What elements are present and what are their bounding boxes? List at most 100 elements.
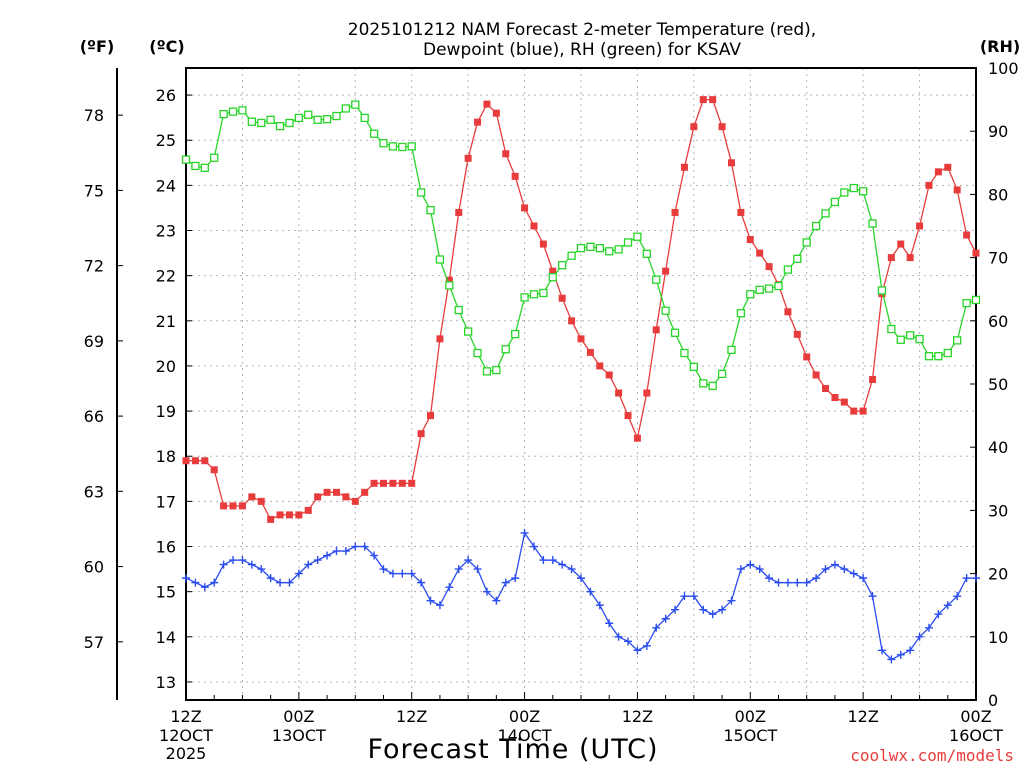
data-point [332, 547, 341, 556]
data-point [869, 375, 877, 383]
series-layer [181, 96, 981, 664]
data-point [943, 348, 952, 358]
fahrenheit-tick-label: 57 [84, 633, 104, 652]
data-point [811, 221, 821, 231]
data-point [643, 389, 651, 397]
plot-frame [185, 67, 977, 701]
data-point [830, 560, 839, 569]
data-point [323, 551, 332, 560]
celsius-tick-label: 25 [156, 131, 176, 150]
data-point [680, 592, 689, 601]
data-point [492, 109, 500, 117]
rh-tick-label: 0 [988, 691, 998, 710]
data-point [247, 560, 256, 569]
data-point [737, 208, 745, 216]
data-point [407, 569, 416, 578]
data-point [765, 574, 774, 583]
data-point [746, 290, 755, 299]
data-point [783, 265, 793, 274]
data-point [577, 335, 585, 343]
data-point [219, 109, 228, 119]
data-point [370, 479, 378, 487]
data-point [963, 231, 971, 239]
data-point [360, 542, 369, 551]
data-point [548, 273, 557, 282]
fahrenheit-tick-label: 75 [84, 181, 104, 200]
rh-tick-label: 50 [988, 375, 1008, 394]
rh-tick-label: 70 [988, 249, 1008, 268]
data-point [379, 139, 388, 148]
data-point [803, 353, 811, 361]
data-point [887, 324, 896, 334]
data-point [586, 587, 595, 596]
data-point [567, 565, 576, 574]
data-point [445, 583, 454, 592]
data-point [689, 592, 698, 601]
data-point [520, 293, 529, 302]
data-point [680, 163, 688, 171]
data-point [427, 412, 435, 420]
data-point [351, 542, 360, 551]
data-point [962, 574, 971, 583]
data-point [812, 371, 820, 379]
data-point [267, 515, 275, 523]
data-point [445, 276, 453, 284]
data-point [623, 238, 633, 247]
celsius-tick-label: 15 [156, 583, 176, 602]
data-point [943, 601, 952, 610]
data-point [257, 118, 266, 128]
data-point [784, 308, 792, 316]
data-point [896, 650, 905, 659]
data-point [482, 587, 491, 596]
x-tick-label-date: 12OCT [159, 726, 213, 745]
data-point [558, 294, 566, 302]
data-point [322, 115, 332, 124]
data-point [605, 247, 614, 256]
chart-title: 2025101212 NAM Forecast 2-meter Temperat… [348, 20, 816, 40]
data-point [840, 398, 848, 406]
data-point [341, 547, 350, 556]
data-point [595, 243, 604, 253]
data-point [736, 565, 745, 574]
data-point [680, 348, 689, 358]
data-point [474, 118, 482, 126]
data-point [934, 610, 943, 619]
data-point [850, 407, 858, 415]
data-point [915, 632, 924, 641]
data-point [671, 208, 679, 216]
data-point [690, 123, 698, 131]
data-point [285, 578, 294, 587]
data-point [313, 556, 322, 565]
data-point [294, 569, 303, 578]
data-point [652, 623, 661, 632]
data-point [351, 497, 359, 505]
data-point [802, 578, 811, 587]
x-tick-label-date: 14OCT [498, 726, 552, 745]
data-point [304, 560, 313, 569]
data-point [708, 381, 717, 391]
celsius-tick-label: 20 [156, 357, 176, 376]
data-point [332, 488, 340, 496]
data-point [295, 511, 303, 519]
data-point [906, 254, 914, 262]
data-point [718, 123, 726, 131]
data-point [596, 362, 604, 370]
x-tick-label-time: 00Z [283, 707, 314, 726]
celsius-tick-label: 18 [156, 447, 176, 466]
data-point [473, 565, 482, 574]
data-point [257, 497, 265, 505]
data-point [896, 335, 905, 344]
data-point [868, 592, 877, 601]
x-tick-label-time: 00Z [960, 707, 991, 726]
data-point [182, 574, 190, 583]
rh-tick-label: 100 [988, 59, 1019, 78]
data-point [436, 335, 444, 343]
rh-tick-label: 20 [988, 565, 1008, 584]
data-point [567, 251, 576, 260]
data-point [689, 362, 699, 372]
data-point [408, 479, 416, 487]
data-point [482, 367, 492, 376]
fahrenheit-tick-label: 63 [84, 482, 104, 501]
data-point [201, 457, 209, 465]
